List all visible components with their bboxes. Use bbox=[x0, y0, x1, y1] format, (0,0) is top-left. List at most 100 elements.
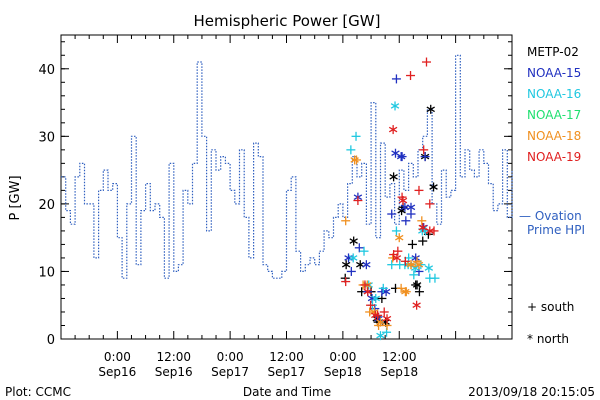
south-point bbox=[346, 145, 356, 155]
chart-title: Hemispheric Power [GW] bbox=[194, 12, 381, 30]
y-axis-label: P [GW] bbox=[8, 175, 23, 220]
north-point bbox=[401, 287, 410, 297]
south-point bbox=[366, 300, 376, 310]
x-tick-time: 12:00 bbox=[156, 350, 191, 364]
north-point bbox=[429, 182, 438, 192]
south-point bbox=[379, 307, 389, 317]
south-point bbox=[419, 145, 429, 155]
north-point bbox=[348, 253, 358, 263]
legend-noaa-16: NOAA-16 bbox=[527, 87, 581, 101]
legend-ovation: — Ovation bbox=[519, 209, 582, 223]
south-point bbox=[411, 280, 421, 290]
y-tick-label: 0 bbox=[47, 333, 55, 348]
x-tick-date: Sep17 bbox=[211, 365, 249, 379]
north-point bbox=[406, 202, 416, 212]
south-point bbox=[414, 287, 424, 297]
x-tick-time: 0:00 bbox=[104, 350, 131, 364]
north-point bbox=[390, 101, 400, 111]
plot-credit: Plot: CCMC bbox=[5, 385, 71, 399]
legend: METP-02 NOAA-15 NOAA-16 NOAA-17 NOAA-18 NOAA-… bbox=[519, 45, 585, 346]
south-point bbox=[387, 260, 397, 270]
south-point bbox=[378, 283, 388, 293]
north-point bbox=[363, 287, 372, 297]
north-point bbox=[388, 125, 398, 135]
y-tick-label: 30 bbox=[38, 130, 55, 145]
north-point bbox=[418, 223, 427, 233]
north-point bbox=[356, 260, 365, 270]
south-point bbox=[418, 236, 428, 246]
south-point bbox=[417, 216, 427, 226]
ovation-line bbox=[61, 54, 513, 279]
south-point bbox=[365, 307, 375, 317]
north-point bbox=[424, 263, 434, 273]
south-point bbox=[341, 216, 351, 226]
north-point bbox=[382, 314, 392, 324]
south-point bbox=[406, 71, 416, 81]
north-point bbox=[414, 260, 424, 270]
x-tick-time: 12:00 bbox=[269, 350, 304, 364]
x-tick-date: Sep17 bbox=[268, 365, 306, 379]
y-tick-label: 10 bbox=[38, 265, 55, 280]
south-point bbox=[391, 74, 401, 84]
north-point bbox=[396, 152, 406, 162]
x-tick-date: Sep16 bbox=[98, 365, 136, 379]
south-point bbox=[346, 266, 356, 276]
satellite-points bbox=[340, 57, 440, 341]
x-axis-ticks: 0:00Sep1612:00Sep160:00Sep1712:00Sep170:… bbox=[60, 35, 513, 379]
north-point bbox=[425, 226, 435, 236]
legend-north: * north bbox=[527, 332, 569, 346]
x-tick-date: Sep16 bbox=[155, 365, 193, 379]
legend-metp-02: METP-02 bbox=[527, 45, 579, 59]
south-point bbox=[351, 131, 361, 141]
south-point bbox=[341, 277, 351, 287]
legend-noaa-17: NOAA-17 bbox=[527, 108, 581, 122]
x-tick-time: 12:00 bbox=[382, 350, 417, 364]
north-point bbox=[398, 196, 408, 206]
south-point bbox=[359, 246, 369, 256]
south-point bbox=[354, 243, 364, 253]
south-point bbox=[401, 216, 411, 226]
legend-noaa-15: NOAA-15 bbox=[527, 66, 581, 80]
north-point bbox=[392, 253, 402, 263]
legend-noaa-19: NOAA-19 bbox=[527, 150, 581, 164]
north-point bbox=[371, 293, 380, 303]
south-point bbox=[421, 57, 431, 67]
x-tick-time: 0:00 bbox=[217, 350, 244, 364]
north-point bbox=[426, 104, 435, 114]
x-tick-time: 0:00 bbox=[329, 350, 356, 364]
legend-noaa-18: NOAA-18 bbox=[527, 129, 581, 143]
x-tick-date: Sep18 bbox=[380, 365, 418, 379]
south-point bbox=[400, 256, 410, 266]
south-point bbox=[360, 280, 370, 290]
south-point bbox=[430, 273, 440, 283]
south-point bbox=[420, 152, 430, 162]
north-point bbox=[349, 236, 358, 246]
north-point bbox=[412, 300, 421, 310]
north-point bbox=[350, 155, 359, 165]
north-point bbox=[395, 233, 404, 243]
south-point bbox=[414, 185, 424, 195]
south-point bbox=[393, 246, 403, 256]
x-axis-label: Date and Time bbox=[243, 385, 331, 399]
legend-south: + south bbox=[527, 300, 574, 314]
south-point bbox=[396, 283, 406, 293]
x-tick-date: Sep18 bbox=[324, 365, 362, 379]
y-axis-ticks: 0 10 20 30 40 bbox=[38, 41, 512, 348]
south-point bbox=[387, 209, 397, 219]
north-point bbox=[376, 331, 385, 341]
plot-timestamp: 2013/09/18 20:15:05 bbox=[468, 385, 595, 399]
south-point bbox=[409, 270, 419, 280]
north-point bbox=[412, 280, 422, 290]
y-tick-label: 40 bbox=[38, 63, 55, 78]
north-point bbox=[397, 206, 406, 216]
south-point bbox=[407, 239, 417, 249]
north-point bbox=[371, 310, 380, 320]
south-point bbox=[391, 226, 401, 236]
plot-area-frame bbox=[60, 34, 513, 340]
y-tick-label: 20 bbox=[38, 198, 55, 213]
south-point bbox=[353, 196, 363, 206]
ovation-series bbox=[61, 54, 513, 279]
north-point bbox=[341, 260, 351, 270]
north-point bbox=[406, 260, 416, 270]
